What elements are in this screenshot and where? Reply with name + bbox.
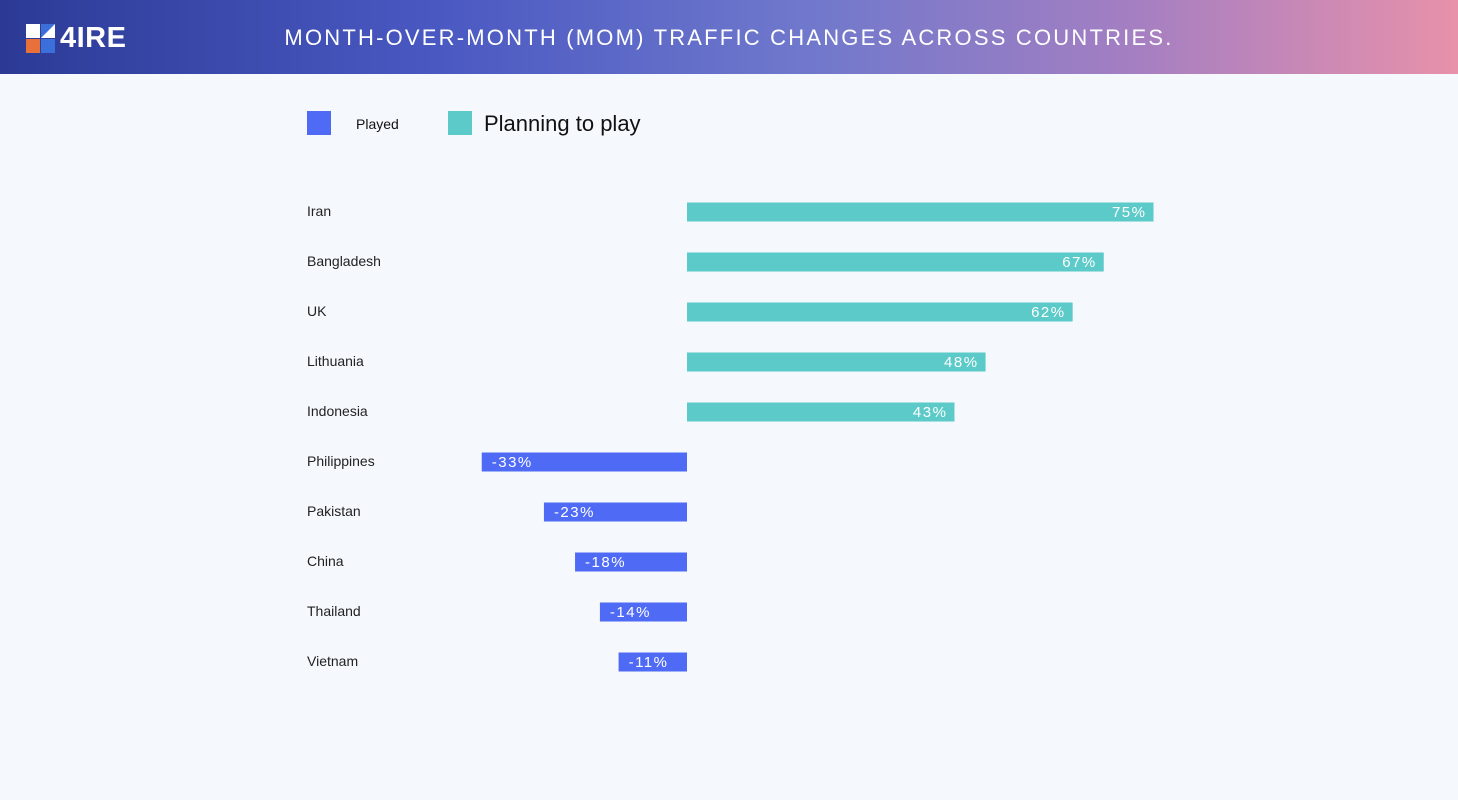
- brand-logo[interactable]: 4IRE: [26, 22, 136, 54]
- value-label-vietnam: -11%: [629, 654, 669, 671]
- bar-vietnam[interactable]: [618, 652, 687, 672]
- bar-uk[interactable]: [687, 302, 1073, 322]
- value-label-philippines: -33%: [492, 454, 533, 471]
- logo-square-blue: [41, 39, 55, 53]
- legend-label-played: Played: [356, 116, 399, 132]
- bar-thailand[interactable]: [599, 602, 687, 622]
- category-label-bangladesh: Bangladesh: [307, 253, 381, 269]
- value-label-thailand: -14%: [610, 604, 651, 621]
- category-label-iran: Iran: [307, 203, 331, 219]
- logo-triangle-white: [41, 24, 55, 38]
- bar-philippines[interactable]: [481, 452, 687, 472]
- category-label-vietnam: Vietnam: [307, 653, 358, 669]
- logo-square-orange: [26, 39, 40, 53]
- value-label-indonesia: 43%: [913, 404, 948, 421]
- category-label-indonesia: Indonesia: [307, 403, 368, 419]
- legend-label-planning: Planning to play: [484, 111, 641, 136]
- category-label-pakistan: Pakistan: [307, 503, 361, 519]
- category-label-thailand: Thailand: [307, 603, 361, 619]
- bar-iran[interactable]: [687, 202, 1154, 222]
- category-label-china: China: [307, 553, 344, 569]
- logo-square-white: [26, 24, 40, 38]
- bar-pakistan[interactable]: [543, 502, 687, 522]
- bar-china[interactable]: [575, 552, 687, 572]
- logo-mark-icon: [26, 24, 55, 53]
- header-banner: 4IRE MONTH-OVER-MONTH (MOM) TRAFFIC CHAN…: [0, 0, 1458, 74]
- value-label-bangladesh: 67%: [1062, 254, 1097, 271]
- value-label-iran: 75%: [1112, 204, 1147, 221]
- bar-indonesia[interactable]: [687, 402, 955, 422]
- bar-bangladesh[interactable]: [687, 252, 1104, 272]
- logo-text: 4IRE: [60, 22, 127, 54]
- value-label-lithuania: 48%: [944, 354, 979, 371]
- legend-swatch-planning: [448, 111, 472, 135]
- value-label-uk: 62%: [1031, 304, 1066, 321]
- value-label-pakistan: -23%: [554, 504, 595, 521]
- category-label-lithuania: Lithuania: [307, 353, 364, 369]
- page-title: MONTH-OVER-MONTH (MOM) TRAFFIC CHANGES A…: [284, 25, 1174, 50]
- category-label-uk: UK: [307, 303, 327, 319]
- bar-lithuania[interactable]: [687, 352, 986, 372]
- legend-swatch-played: [307, 111, 331, 135]
- value-label-china: -18%: [585, 554, 626, 571]
- category-label-philippines: Philippines: [307, 453, 375, 469]
